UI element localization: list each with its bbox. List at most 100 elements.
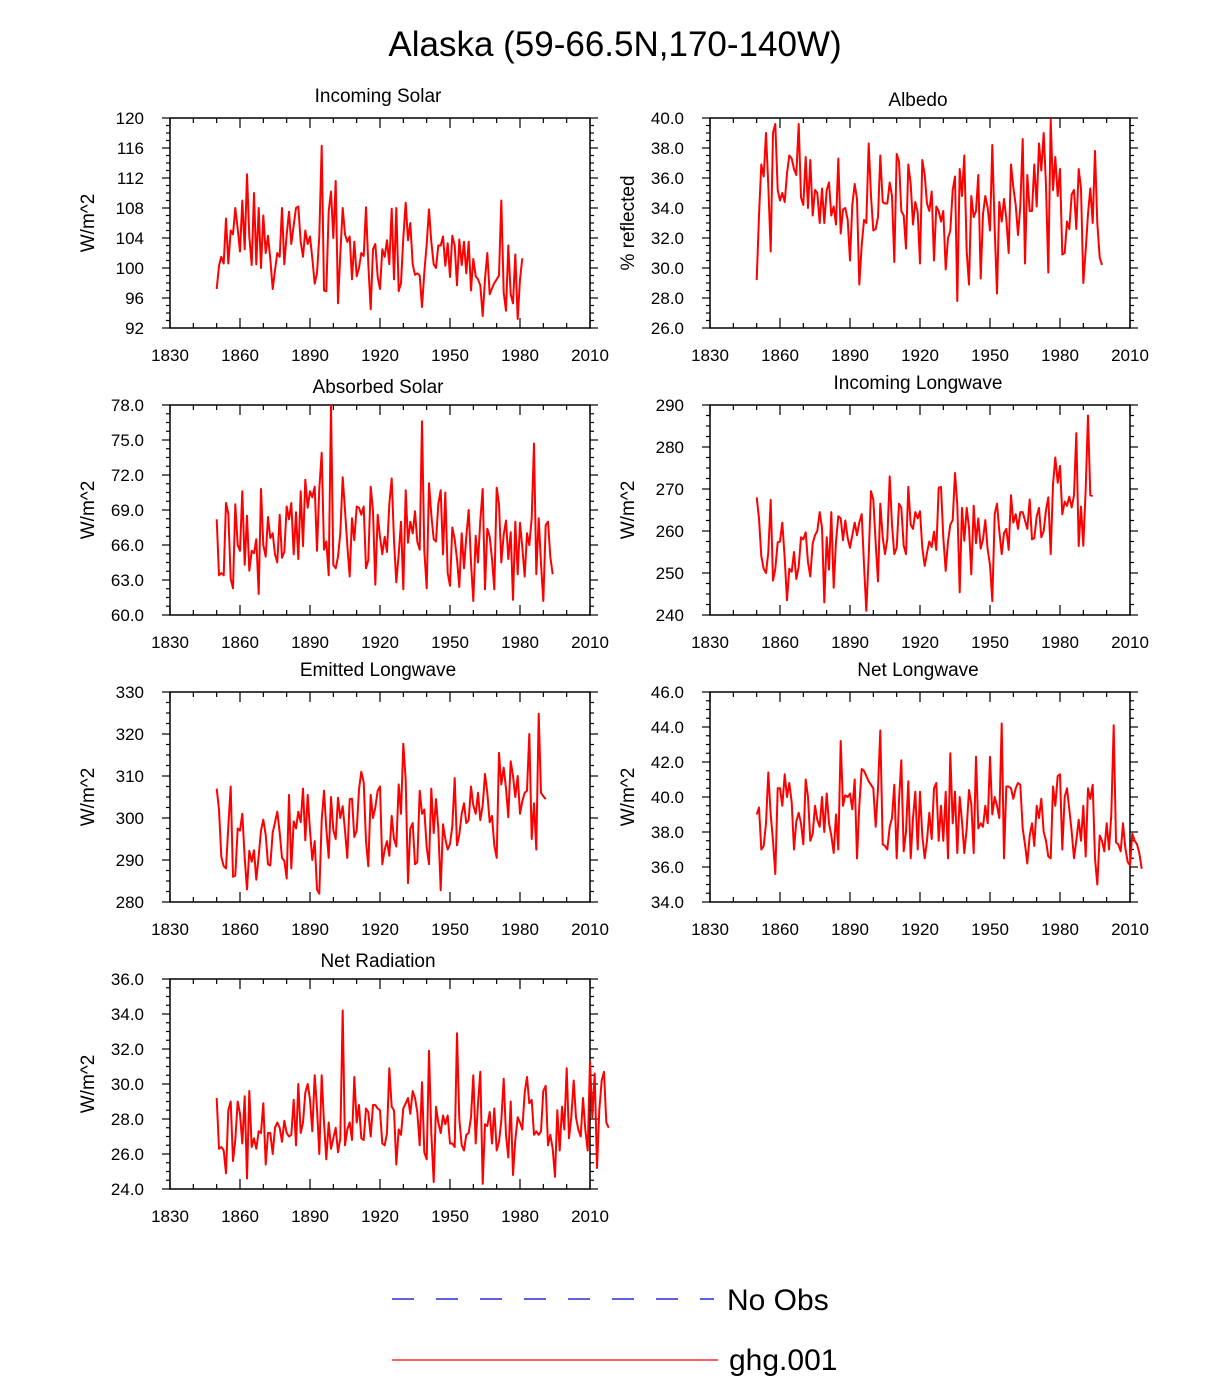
y-tick-label: 63.0	[111, 571, 144, 590]
x-tick-label: 1860	[221, 1207, 259, 1226]
y-axis-title: W/m^2	[618, 768, 639, 827]
x-tick-label: 1980	[501, 633, 539, 652]
y-tick-label: 34.0	[651, 893, 684, 912]
y-tick-label: 69.0	[111, 501, 144, 520]
y-tick-label: 330	[116, 683, 144, 702]
y-axis-title: W/m^2	[78, 1055, 99, 1114]
x-tick-label: 1830	[151, 633, 189, 652]
y-tick-label: 72.0	[111, 466, 144, 485]
series-line-ghg-001	[215, 1009, 610, 1185]
y-tick-label: 34.0	[111, 1005, 144, 1024]
y-tick-label: 96	[125, 289, 144, 308]
chart-panels: 1830 1860 1890 1920 1950 1980 2010 92 96 100 104 10…	[78, 86, 1149, 1226]
panel-title: Net Radiation	[320, 951, 435, 972]
panel-emitted-longwave: 1830 1860 1890 1920 1950 1980 2010 280 290 300 310…	[78, 660, 609, 939]
x-tick-label: 1890	[291, 1207, 329, 1226]
x-tick-label: 2010	[1111, 920, 1149, 939]
panel-title: Incoming Solar	[315, 86, 442, 107]
x-tick-label: 1860	[221, 346, 259, 365]
x-tick-label: 1980	[1041, 920, 1079, 939]
y-tick-label: 280	[656, 438, 684, 457]
y-axis-title: W/m^2	[78, 194, 99, 253]
x-tick-label: 1890	[291, 346, 329, 365]
y-tick-label: 78.0	[111, 396, 144, 415]
y-tick-label: 75.0	[111, 431, 144, 450]
y-tick-label: 108	[116, 199, 144, 218]
y-axis-title: W/m^2	[618, 481, 639, 540]
x-tick-label: 1950	[431, 1207, 469, 1226]
y-tick-label: 270	[656, 480, 684, 499]
x-tick-label: 1830	[151, 346, 189, 365]
x-tick-label: 1920	[361, 346, 399, 365]
y-axis-title: % reflected	[618, 175, 639, 270]
x-tick-label: 1890	[831, 920, 869, 939]
y-tick-label: 260	[656, 522, 684, 541]
y-tick-label: 100	[116, 259, 144, 278]
x-tick-label: 1980	[1041, 633, 1079, 652]
y-tick-label: 32.0	[651, 229, 684, 248]
y-tick-label: 38.0	[651, 823, 684, 842]
series-line-ghg-001	[755, 414, 1094, 612]
y-tick-label: 120	[116, 109, 144, 128]
x-tick-label: 1860	[761, 346, 799, 365]
x-tick-label: 1830	[151, 1207, 189, 1226]
y-tick-label: 290	[116, 851, 144, 870]
x-tick-label: 1830	[691, 346, 729, 365]
x-tick-label: 1830	[691, 633, 729, 652]
figure-title: Alaska (59-66.5N,170-140W)	[388, 25, 841, 64]
y-tick-label: 40.0	[651, 788, 684, 807]
y-tick-label: 44.0	[651, 718, 684, 737]
y-tick-label: 34.0	[651, 199, 684, 218]
x-tick-label: 1920	[901, 920, 939, 939]
x-tick-label: 1860	[761, 633, 799, 652]
x-tick-label: 1950	[971, 346, 1009, 365]
x-tick-label: 1830	[151, 920, 189, 939]
y-tick-label: 250	[656, 564, 684, 583]
x-tick-label: 2010	[1111, 633, 1149, 652]
x-tick-label: 1860	[221, 633, 259, 652]
y-tick-label: 40.0	[651, 109, 684, 128]
x-tick-label: 1980	[501, 920, 539, 939]
y-tick-label: 28.0	[111, 1110, 144, 1129]
y-tick-label: 36.0	[651, 169, 684, 188]
y-tick-label: 116	[117, 139, 144, 158]
plot-frame	[709, 404, 1131, 616]
x-tick-label: 1890	[831, 633, 869, 652]
panel-net-radiation: 1830 1860 1890 1920 1950 1980 2010 24.0 26.0 28.0…	[78, 951, 610, 1226]
y-tick-label: 310	[116, 767, 144, 786]
y-tick-label: 290	[656, 396, 684, 415]
x-tick-label: 2010	[1111, 346, 1149, 365]
x-tick-label: 1920	[901, 346, 939, 365]
x-tick-label: 1860	[761, 920, 799, 939]
panel-incoming-solar: 1830 1860 1890 1920 1950 1980 2010 92 96 100 104 10…	[78, 86, 609, 365]
y-tick-label: 28.0	[651, 289, 684, 308]
panel-albedo: 1830 1860 1890 1920 1950 1980 2010 26.0 28.0 30.0…	[618, 90, 1149, 365]
panel-title: Emitted Longwave	[300, 660, 456, 681]
x-tick-label: 1950	[431, 920, 469, 939]
y-tick-label: 32.0	[111, 1040, 144, 1059]
x-tick-label: 1890	[291, 633, 329, 652]
x-tick-label: 1920	[361, 1207, 399, 1226]
x-tick-label: 1950	[431, 346, 469, 365]
y-tick-label: 26.0	[651, 319, 684, 338]
panel-net-longwave: 1830 1860 1890 1920 1950 1980 2010 34.0 36.0 38.0…	[618, 660, 1149, 939]
x-tick-label: 1920	[361, 633, 399, 652]
panel-title: Absorbed Solar	[313, 377, 445, 398]
legend-label-ghg: ghg.001	[729, 1344, 837, 1377]
y-tick-label: 26.0	[111, 1145, 144, 1164]
panel-incoming-longwave: 1830 1860 1890 1920 1950 1980 2010 240 250 260 270…	[618, 373, 1149, 652]
y-tick-label: 66.0	[111, 536, 144, 555]
series-line-ghg-001	[755, 722, 1143, 886]
y-tick-label: 24.0	[111, 1180, 144, 1199]
x-tick-label: 2010	[571, 1207, 609, 1226]
x-tick-label: 1830	[691, 920, 729, 939]
x-tick-label: 2010	[571, 920, 609, 939]
x-tick-label: 1890	[291, 920, 329, 939]
y-tick-label: 60.0	[111, 606, 144, 625]
series-line-ghg-001	[215, 712, 547, 895]
panel-title: Net Longwave	[857, 660, 978, 681]
y-axis-title: W/m^2	[78, 768, 99, 827]
y-tick-label: 38.0	[651, 139, 684, 158]
x-tick-label: 2010	[571, 346, 609, 365]
series-line-ghg-001	[755, 118, 1103, 302]
